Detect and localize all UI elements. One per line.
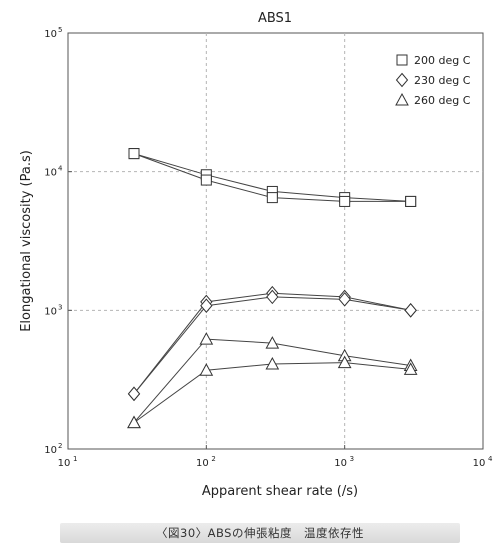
y-tick-label: 10 [44, 445, 57, 456]
square-marker [339, 195, 351, 207]
legend: 200 deg C 230 deg C 260 deg C [395, 54, 471, 107]
y-tick-exponent: 2 [58, 442, 62, 450]
x-tick-label: 10 [196, 458, 209, 469]
triangle-marker [127, 415, 141, 429]
triangle-marker [199, 332, 214, 345]
x-tick-exponent: 2 [211, 455, 215, 463]
figure-caption: 〈図30〉ABSの伸張粘度 温度依存性 [156, 526, 364, 540]
triangle-marker [265, 356, 280, 370]
y-tick-exponent: 4 [58, 165, 63, 173]
legend-square-marker [396, 54, 408, 66]
diamond-marker [266, 289, 279, 305]
diamond-marker [127, 386, 141, 402]
square-marker [405, 195, 417, 207]
y-tick-label: 10 [44, 29, 57, 40]
y-tick-exponent: 5 [58, 26, 62, 34]
square-marker [200, 174, 212, 186]
triangle-marker [337, 355, 352, 369]
x-tick-exponent: 1 [73, 455, 77, 463]
triangle-marker [403, 362, 418, 375]
square-marker [128, 148, 140, 160]
x-tick-label: 10 [58, 458, 71, 469]
chart-title: ABS1 [258, 11, 292, 26]
square-marker [266, 192, 278, 204]
series-markers [127, 148, 418, 429]
legend-diamond-marker [395, 72, 409, 88]
legend-label: 230 deg C [414, 74, 471, 87]
y-tick-exponent: 3 [58, 303, 62, 311]
y-axis-label: Elongational viscosity (Pa.s) [19, 150, 34, 332]
legend-label: 260 deg C [414, 94, 471, 107]
figure-caption-bar: 〈図30〉ABSの伸張粘度 温度依存性 [60, 523, 460, 543]
x-axis-label: Apparent shear rate (/s) [202, 484, 358, 499]
x-tick-labels: 10 1 10 2 10 3 10 4 [58, 445, 493, 469]
diamond-marker [338, 292, 351, 307]
x-tick-exponent: 4 [488, 455, 493, 463]
triangle-marker [265, 336, 280, 349]
y-tick-label: 10 [44, 306, 57, 317]
diamond-marker [404, 303, 417, 318]
plot-frame [67, 32, 484, 450]
x-tick-label: 10 [473, 458, 486, 469]
legend-triangle-marker [395, 92, 409, 106]
x-tick-label: 10 [334, 458, 347, 469]
diamond-marker [200, 298, 213, 313]
y-tick-label: 10 [44, 168, 57, 179]
legend-label: 200 deg C [414, 54, 471, 67]
triangle-marker [199, 363, 214, 376]
x-tick-exponent: 3 [350, 455, 354, 463]
